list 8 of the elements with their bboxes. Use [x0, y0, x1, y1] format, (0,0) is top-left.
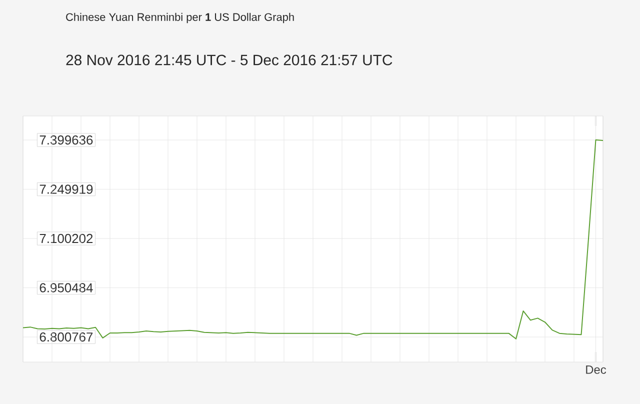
y-tick-label: 7.249919 — [40, 184, 93, 194]
y-tick-label: 6.950484 — [40, 283, 93, 292]
y-tick-label: 7.100202 — [40, 234, 93, 244]
y-tick-label: 6.800767 — [40, 332, 93, 342]
x-tick-label: Dec — [586, 366, 606, 374]
y-tick-label: 7.399636 — [40, 135, 93, 145]
chart-subtitle: 28 Nov 2016 21:45 UTC - 5 Dec 2016 21:57 UTC — [66, 54, 392, 66]
chart-title: Chinese Yuan Renminbi per 1 US Dollar Graph — [66, 12, 294, 24]
